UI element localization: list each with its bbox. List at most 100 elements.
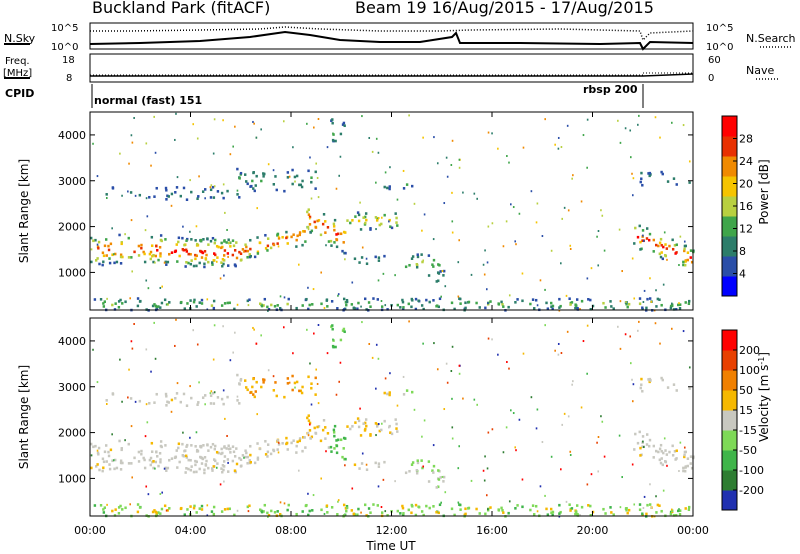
power-cell bbox=[90, 260, 93, 264]
power-cell bbox=[351, 219, 354, 222]
power-cell bbox=[170, 251, 174, 254]
power-cell bbox=[152, 253, 155, 257]
velocity-cell bbox=[290, 441, 293, 445]
power-cell bbox=[194, 257, 197, 261]
power-cell bbox=[683, 263, 687, 267]
power-cell bbox=[402, 306, 405, 309]
velocity-cell bbox=[266, 443, 270, 446]
power-cell bbox=[220, 304, 224, 307]
y-tick-label: 1000 bbox=[58, 472, 86, 485]
power-cell bbox=[156, 248, 159, 252]
velocity-cell bbox=[484, 455, 486, 458]
velocity-cell bbox=[247, 510, 250, 513]
power-cell bbox=[239, 252, 243, 256]
velocity-cell bbox=[97, 452, 100, 456]
power-cell bbox=[297, 263, 300, 266]
power-cell bbox=[281, 235, 284, 239]
power-cell bbox=[649, 277, 651, 280]
velocity-cell bbox=[559, 510, 562, 514]
power-cell bbox=[249, 238, 252, 242]
velocity-cell bbox=[164, 392, 168, 396]
x-tick-label: 00:00 bbox=[677, 524, 709, 537]
power-cell bbox=[183, 243, 186, 247]
velocity-cell bbox=[216, 396, 220, 399]
power-cell bbox=[96, 175, 99, 178]
velocity-cell bbox=[659, 342, 661, 345]
power-cell bbox=[176, 260, 179, 263]
power-cell bbox=[654, 116, 657, 119]
colorbar-tick-label: 8 bbox=[739, 245, 746, 258]
velocity-cell bbox=[567, 415, 570, 418]
power-cell bbox=[111, 227, 113, 230]
power-cell bbox=[275, 188, 278, 192]
velocity-cell bbox=[233, 513, 236, 517]
velocity-cell bbox=[458, 445, 461, 448]
velocity-cell bbox=[164, 444, 167, 447]
velocity-cell bbox=[143, 458, 146, 462]
velocity-cell bbox=[388, 393, 391, 397]
velocity-cell bbox=[145, 348, 148, 351]
velocity-cell bbox=[276, 510, 279, 513]
y-tick-label: 4000 bbox=[58, 129, 86, 142]
power-cell bbox=[266, 237, 270, 240]
velocity-cell bbox=[422, 342, 424, 345]
power-cell bbox=[558, 306, 561, 309]
power-cell bbox=[263, 297, 267, 301]
power-cell bbox=[239, 258, 243, 262]
velocity-cell bbox=[647, 378, 650, 381]
power-cell bbox=[182, 186, 186, 190]
power-cell bbox=[645, 306, 648, 310]
velocity-cell bbox=[206, 504, 209, 507]
power-cell bbox=[641, 306, 644, 310]
velocity-cell bbox=[124, 439, 126, 442]
velocity-cell bbox=[313, 332, 315, 335]
velocity-cell bbox=[157, 464, 160, 468]
power-cell bbox=[332, 133, 335, 136]
velocity-cell bbox=[682, 469, 685, 473]
power-cell bbox=[438, 297, 442, 301]
velocity-cell bbox=[341, 455, 344, 459]
velocity-cell bbox=[660, 457, 663, 460]
velocity-cell bbox=[383, 391, 386, 395]
power-cell bbox=[343, 124, 346, 128]
velocity-cell bbox=[436, 368, 439, 371]
velocity-cell bbox=[229, 359, 232, 362]
colorbar-tick-label: 28 bbox=[739, 133, 753, 146]
velocity-cell bbox=[333, 424, 337, 428]
velocity-cell bbox=[189, 385, 191, 388]
velocity-cell bbox=[442, 480, 445, 483]
velocity-cell bbox=[416, 461, 420, 465]
power-cell bbox=[645, 237, 649, 240]
velocity-cell bbox=[487, 337, 490, 340]
power-cell bbox=[365, 257, 368, 260]
power-cell bbox=[96, 243, 99, 246]
velocity-cell bbox=[401, 506, 405, 510]
power-cell bbox=[325, 298, 329, 302]
velocity-cell bbox=[551, 510, 555, 514]
velocity-cell bbox=[432, 464, 436, 468]
velocity-cell bbox=[213, 391, 216, 394]
velocity-cell bbox=[521, 478, 524, 481]
power-cell bbox=[295, 306, 298, 310]
colorbar-swatch bbox=[722, 370, 737, 391]
velocity-cell bbox=[502, 511, 505, 514]
velocity-ylabel: Slant Range [km] bbox=[17, 365, 31, 469]
power-cell bbox=[222, 262, 225, 266]
velocity-cell bbox=[98, 468, 101, 472]
velocity-cell bbox=[153, 509, 156, 512]
power-cell bbox=[515, 243, 517, 246]
power-cell bbox=[194, 239, 197, 242]
velocity-cell bbox=[175, 318, 177, 321]
velocity-cell bbox=[306, 416, 309, 420]
power-cell bbox=[658, 298, 661, 302]
power-cell bbox=[618, 228, 621, 231]
power-cell bbox=[388, 220, 390, 223]
velocity-cell bbox=[279, 501, 282, 504]
power-cell bbox=[285, 236, 288, 240]
power-cell bbox=[654, 243, 658, 247]
power-cell bbox=[514, 240, 517, 243]
power-cell bbox=[216, 256, 219, 259]
power-cell bbox=[372, 297, 375, 300]
velocity-cell bbox=[390, 432, 394, 436]
power-cell bbox=[661, 172, 664, 176]
